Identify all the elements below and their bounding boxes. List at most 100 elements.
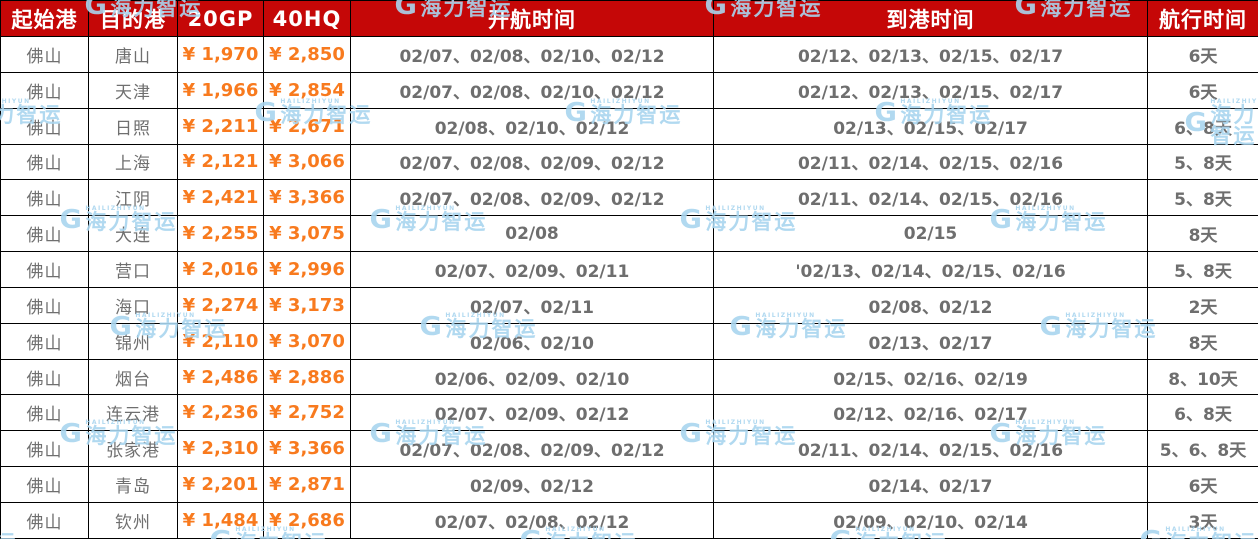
sailing-duration-cell: 8、10天 xyxy=(1147,358,1258,396)
table-header-row: 起始港 目的港 20GP 40HQ 开航时间 到港时间 航行时间 xyxy=(0,0,1258,37)
departure-dates-cell: 02/08、02/10、02/12 xyxy=(350,107,714,145)
departure-dates-cell: 02/07、02/09、02/11 xyxy=(350,251,714,288)
sailing-duration-cell: 8天 xyxy=(1147,215,1258,253)
price-40hq-cell: ¥ 2,886 xyxy=(263,358,351,396)
arrival-dates-cell: 02/12、02/13、02/15、02/17 xyxy=(713,71,1148,109)
price-20gp-cell: ¥ 2,201 xyxy=(177,466,264,503)
origin-port-cell: 佛山 xyxy=(0,107,89,145)
origin-port-cell: 佛山 xyxy=(0,322,89,360)
price-40hq-cell: ¥ 3,066 xyxy=(263,143,351,181)
destination-port-cell: 日照 xyxy=(88,107,178,145)
price-20gp-cell: ¥ 2,121 xyxy=(177,143,264,181)
sailing-duration-cell: 8天 xyxy=(1147,322,1258,360)
departure-dates-cell: 02/06、02/10 xyxy=(350,322,714,360)
origin-port-cell: 佛山 xyxy=(0,36,89,73)
departure-dates-cell: 02/07、02/08、02/12 xyxy=(350,501,714,539)
sailing-duration-cell: 6、8天 xyxy=(1147,107,1258,145)
departure-dates-cell: 02/09、02/12 xyxy=(350,466,714,503)
origin-port-cell: 佛山 xyxy=(0,286,89,324)
price-40hq-cell: ¥ 3,366 xyxy=(263,430,351,468)
departure-dates-cell: 02/07、02/08、02/09、02/12 xyxy=(350,143,714,181)
price-20gp-cell: ¥ 1,484 xyxy=(177,501,264,539)
origin-port-cell: 佛山 xyxy=(0,179,89,217)
price-40hq-cell: ¥ 3,366 xyxy=(263,179,351,217)
destination-port-cell: 天津 xyxy=(88,71,178,109)
price-40hq-cell: ¥ 2,854 xyxy=(263,71,351,109)
arrival-dates-cell: 02/12、02/13、02/15、02/17 xyxy=(713,36,1148,73)
table-row: 佛山 海口 ¥ 2,274 ¥ 3,173 02/07、02/11 02/08、… xyxy=(0,286,1258,324)
destination-port-cell: 营口 xyxy=(88,251,178,288)
sailing-duration-cell: 2天 xyxy=(1147,286,1258,324)
price-40hq-cell: ¥ 3,075 xyxy=(263,215,351,253)
destination-port-cell: 大连 xyxy=(88,215,178,253)
arrival-dates-cell: 02/15、02/16、02/19 xyxy=(713,358,1148,396)
table-body: 佛山 唐山 ¥ 1,970 ¥ 2,850 02/07、02/08、02/10、… xyxy=(0,36,1258,539)
table-row: 佛山 上海 ¥ 2,121 ¥ 3,066 02/07、02/08、02/09、… xyxy=(0,143,1258,181)
price-40hq-cell: ¥ 2,752 xyxy=(263,394,351,432)
destination-port-cell: 钦州 xyxy=(88,501,178,539)
destination-port-cell: 锦州 xyxy=(88,322,178,360)
price-20gp-cell: ¥ 2,110 xyxy=(177,322,264,360)
sailing-duration-cell: 6天 xyxy=(1147,36,1258,73)
arrival-dates-cell: 02/12、02/16、02/17 xyxy=(713,394,1148,432)
departure-dates-cell: 02/07、02/08、02/10、02/12 xyxy=(350,36,714,73)
sailing-duration-cell: 5、8天 xyxy=(1147,143,1258,181)
destination-port-cell: 张家港 xyxy=(88,430,178,468)
origin-port-cell: 佛山 xyxy=(0,501,89,539)
price-20gp-cell: ¥ 2,274 xyxy=(177,286,264,324)
price-20gp-cell: ¥ 1,966 xyxy=(177,71,264,109)
arrival-dates-cell: 02/13、02/17 xyxy=(713,322,1148,360)
price-20gp-cell: ¥ 2,255 xyxy=(177,215,264,253)
table-row: 佛山 青岛 ¥ 2,201 ¥ 2,871 02/09、02/12 02/14、… xyxy=(0,466,1258,503)
price-40hq-cell: ¥ 3,070 xyxy=(263,322,351,360)
destination-port-cell: 上海 xyxy=(88,143,178,181)
departure-dates-cell: 02/08 xyxy=(350,215,714,253)
departure-dates-cell: 02/07、02/08、02/09、02/12 xyxy=(350,430,714,468)
price-40hq-cell: ¥ 2,850 xyxy=(263,36,351,73)
arrival-dates-cell: 02/11、02/14、02/15、02/16 xyxy=(713,143,1148,181)
arrival-dates-cell: 02/15 xyxy=(713,215,1148,253)
price-20gp-cell: ¥ 2,016 xyxy=(177,251,264,288)
table-row: 佛山 天津 ¥ 1,966 ¥ 2,854 02/07、02/08、02/10、… xyxy=(0,71,1258,109)
price-20gp-cell: ¥ 2,211 xyxy=(177,107,264,145)
table-row: 佛山 张家港 ¥ 2,310 ¥ 3,366 02/07、02/08、02/09… xyxy=(0,430,1258,468)
destination-port-cell: 海口 xyxy=(88,286,178,324)
origin-port-cell: 佛山 xyxy=(0,71,89,109)
table-row: 佛山 锦州 ¥ 2,110 ¥ 3,070 02/06、02/10 02/13、… xyxy=(0,322,1258,360)
destination-port-cell: 连云港 xyxy=(88,394,178,432)
arrival-dates-cell: '02/13、02/14、02/15、02/16 xyxy=(713,251,1148,288)
price-20gp-cell: ¥ 2,486 xyxy=(177,358,264,396)
table-row: 佛山 日照 ¥ 2,211 ¥ 2,671 02/08、02/10、02/12 … xyxy=(0,107,1258,145)
arrival-dates-cell: 02/11、02/14、02/15、02/16 xyxy=(713,179,1148,217)
origin-port-cell: 佛山 xyxy=(0,143,89,181)
origin-port-cell: 佛山 xyxy=(0,394,89,432)
header-sailing-duration: 航行时间 xyxy=(1147,0,1258,37)
table-row: 佛山 连云港 ¥ 2,236 ¥ 2,752 02/07、02/09、02/12… xyxy=(0,394,1258,432)
price-20gp-cell: ¥ 2,310 xyxy=(177,430,264,468)
departure-dates-cell: 02/07、02/08、02/10、02/12 xyxy=(350,71,714,109)
header-20gp-price: 20GP xyxy=(177,0,264,37)
departure-dates-cell: 02/07、02/08、02/09、02/12 xyxy=(350,179,714,217)
destination-port-cell: 江阴 xyxy=(88,179,178,217)
origin-port-cell: 佛山 xyxy=(0,251,89,288)
table-row: 佛山 大连 ¥ 2,255 ¥ 3,075 02/08 02/15 8天 xyxy=(0,215,1258,253)
arrival-dates-cell: 02/08、02/12 xyxy=(713,286,1148,324)
arrival-dates-cell: 02/13、02/15、02/17 xyxy=(713,107,1148,145)
price-20gp-cell: ¥ 2,236 xyxy=(177,394,264,432)
arrival-dates-cell: 02/14、02/17 xyxy=(713,466,1148,503)
table-row: 佛山 唐山 ¥ 1,970 ¥ 2,850 02/07、02/08、02/10、… xyxy=(0,36,1258,73)
header-destination-port: 目的港 xyxy=(88,0,178,37)
sailing-duration-cell: 5、6、8天 xyxy=(1147,430,1258,468)
price-40hq-cell: ¥ 2,996 xyxy=(263,251,351,288)
table-row: 佛山 营口 ¥ 2,016 ¥ 2,996 02/07、02/09、02/11 … xyxy=(0,251,1258,288)
header-40hq-price: 40HQ xyxy=(263,0,351,37)
price-20gp-cell: ¥ 2,421 xyxy=(177,179,264,217)
price-40hq-cell: ¥ 2,686 xyxy=(263,501,351,539)
table-row: 佛山 烟台 ¥ 2,486 ¥ 2,886 02/06、02/09、02/10 … xyxy=(0,358,1258,396)
price-40hq-cell: ¥ 2,671 xyxy=(263,107,351,145)
departure-dates-cell: 02/07、02/09、02/12 xyxy=(350,394,714,432)
sailing-duration-cell: 6天 xyxy=(1147,466,1258,503)
departure-dates-cell: 02/07、02/11 xyxy=(350,286,714,324)
